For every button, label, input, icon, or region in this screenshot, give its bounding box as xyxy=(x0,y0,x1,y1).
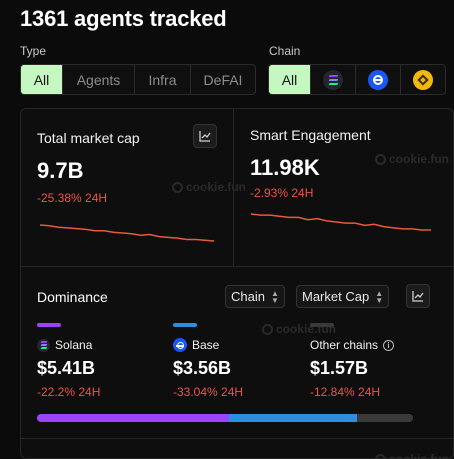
line-chart-icon xyxy=(412,291,424,302)
chain-filter-label: Chain xyxy=(269,44,301,58)
base-icon xyxy=(173,338,187,352)
page-title: 1361 agents tracked xyxy=(20,6,227,31)
chain-option-bnb[interactable] xyxy=(401,65,445,94)
base-label: Base xyxy=(173,338,219,352)
other-chains-value: $1.57B xyxy=(310,358,369,378)
bnb-icon xyxy=(413,69,433,90)
panel-horizontal-divider xyxy=(20,266,454,267)
engagement-value: 11.98K xyxy=(250,155,320,180)
dominance-chart-button[interactable] xyxy=(406,284,430,308)
solana-legend-bar xyxy=(37,323,61,327)
market-cap-sparkline xyxy=(39,224,215,242)
dominance-stacked-bar xyxy=(37,414,413,422)
type-option-defai[interactable]: DeFAI xyxy=(203,71,243,88)
panel-bottom-divider xyxy=(20,438,454,439)
panel-vertical-divider xyxy=(233,108,234,266)
solana-icon xyxy=(323,69,343,90)
solana-change: -22.2% 24H xyxy=(37,385,101,399)
other-legend-bar xyxy=(310,323,334,327)
dominance-segment xyxy=(228,414,357,422)
type-option-agents[interactable]: Agents xyxy=(63,65,135,94)
dominance-segment xyxy=(37,414,229,422)
chain-option-solana[interactable] xyxy=(311,65,356,94)
group-by-select[interactable]: Chain ▲ ▼ xyxy=(225,285,285,308)
stats-panel xyxy=(20,108,454,459)
chevron-updown-icon: ▲ ▼ xyxy=(375,288,384,305)
metric-select[interactable]: Market Cap ▲ ▼ xyxy=(296,285,390,308)
other-chains-change: -12.84% 24H xyxy=(310,385,381,399)
chain-option-all[interactable]: All xyxy=(269,65,311,94)
type-filter-label: Type xyxy=(20,44,47,58)
info-icon[interactable]: i xyxy=(383,339,395,351)
watermark-logo: cookie.fun xyxy=(172,180,246,194)
market-cap-value: 9.7B xyxy=(37,158,84,183)
chain-filter-segmented: All xyxy=(268,64,446,95)
watermark-logo: cookie.fun xyxy=(375,152,449,166)
base-change: -33.04% 24H xyxy=(173,385,244,399)
line-chart-icon xyxy=(199,131,211,142)
watermark-logo: cookie.fun xyxy=(375,452,449,459)
type-option-all[interactable]: All xyxy=(21,65,63,94)
solana-icon xyxy=(37,338,50,352)
type-filter-segmented: All Agents Infra DeFAI xyxy=(20,64,256,95)
dominance-segment xyxy=(356,414,413,422)
engagement-title: Smart Engagement xyxy=(250,127,371,143)
engagement-change: -2.93% 24H xyxy=(250,186,314,200)
chain-option-base[interactable] xyxy=(356,65,401,94)
chevron-updown-icon: ▲ ▼ xyxy=(270,288,279,305)
base-icon xyxy=(368,69,388,90)
engagement-sparkline xyxy=(250,213,431,231)
other-chains-label: Other chains i xyxy=(310,338,395,352)
market-cap-change: -25.38% 24H xyxy=(37,191,108,205)
market-cap-chart-button[interactable] xyxy=(193,124,217,148)
base-legend-bar xyxy=(173,323,197,327)
sparkline-path xyxy=(250,213,431,231)
solana-label: Solana xyxy=(37,338,92,352)
type-option-infra[interactable]: Infra xyxy=(135,65,191,94)
sparkline-path xyxy=(39,224,215,242)
solana-value: $5.41B xyxy=(37,358,96,378)
dominance-title: Dominance xyxy=(37,289,108,305)
market-cap-title: Total market cap xyxy=(37,130,140,146)
base-value: $3.56B xyxy=(173,358,232,378)
